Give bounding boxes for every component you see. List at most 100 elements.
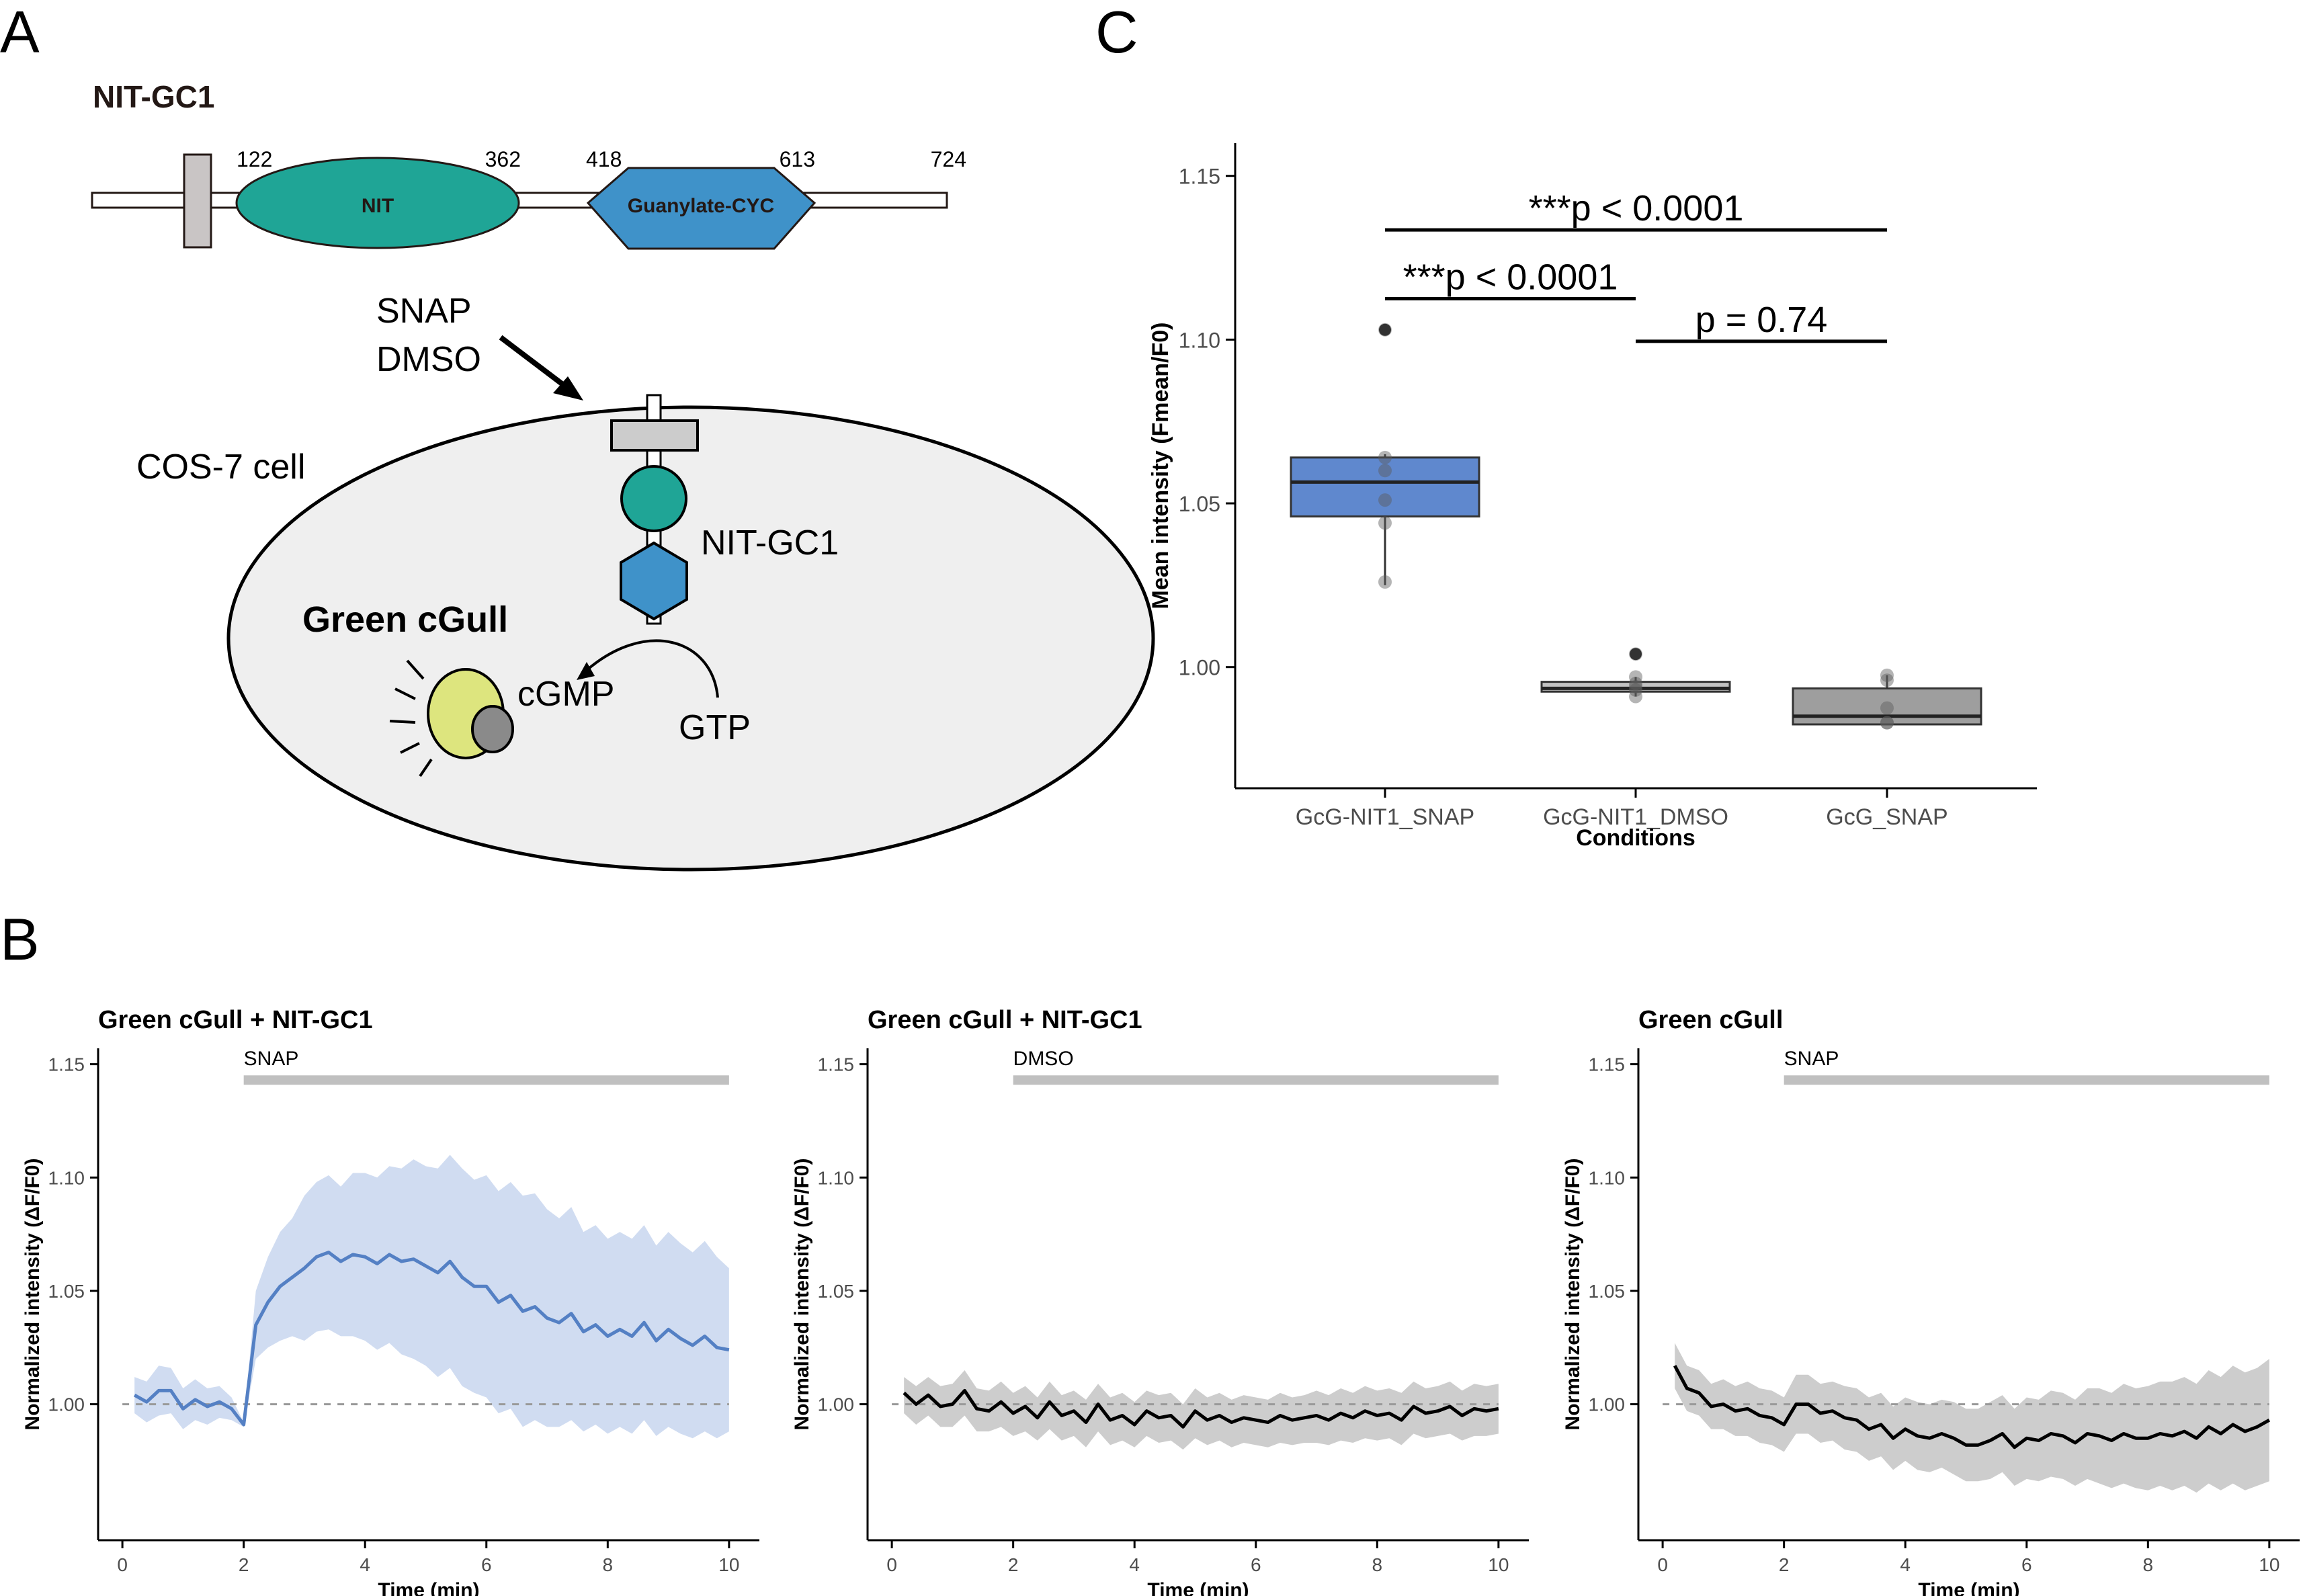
data-point bbox=[1629, 677, 1642, 691]
panel-a-schematic: NIT-GC1 NIT Guanylate-CYC 122 362 418 61… bbox=[91, 79, 1155, 872]
product-label: cGMP bbox=[517, 675, 614, 714]
fluorescence-ray bbox=[389, 720, 416, 724]
y-tick-label: 1.05 bbox=[818, 1281, 855, 1302]
significance-label: p = 0.74 bbox=[1695, 300, 1828, 340]
x-tick-label: GcG_SNAP bbox=[1826, 804, 1948, 830]
residue-number: 122 bbox=[237, 147, 272, 171]
y-tick-label: 1.10 bbox=[1179, 328, 1220, 352]
y-tick-label: 1.10 bbox=[818, 1167, 855, 1188]
treatment-label: SNAP bbox=[1784, 1048, 1839, 1070]
significance-label: ***p < 0.0001 bbox=[1403, 257, 1618, 297]
x-tick-label: 2 bbox=[1008, 1554, 1019, 1575]
treatment-label-snap: SNAP bbox=[376, 292, 472, 331]
data-point bbox=[1378, 493, 1392, 507]
receptor-nit-domain bbox=[620, 465, 687, 532]
x-tick-label: 10 bbox=[2259, 1554, 2279, 1575]
significance-label: ***p < 0.0001 bbox=[1529, 188, 1744, 228]
mean-trace bbox=[903, 1388, 1499, 1429]
data-point bbox=[1378, 516, 1392, 530]
error-band bbox=[904, 1370, 1499, 1450]
y-tick-label: 1.10 bbox=[1589, 1167, 1626, 1188]
x-tick-label: 0 bbox=[886, 1554, 897, 1575]
x-tick-label: 10 bbox=[718, 1554, 739, 1575]
panel-label-c: C bbox=[1095, 0, 1138, 65]
cell-label: COS-7 cell bbox=[136, 448, 305, 487]
x-axis-title: Time (min) bbox=[1147, 1579, 1249, 1596]
x-tick-label: 4 bbox=[360, 1554, 370, 1575]
x-tick-label: 6 bbox=[2021, 1554, 2032, 1575]
treatment-label-dmso: DMSO bbox=[376, 340, 481, 379]
timecourse-chart-1: Green cGull + NIT-GC1 SNAP 1.00 1.05 1.10 1.1… bbox=[22, 1006, 759, 1596]
box-outlier bbox=[1630, 648, 1642, 661]
y-tick-label: 1.15 bbox=[818, 1054, 855, 1075]
transmembrane-domain bbox=[183, 153, 212, 249]
x-tick-label: 6 bbox=[481, 1554, 492, 1575]
membrane-domain bbox=[610, 419, 699, 452]
y-axis-title: Normalized intensity (ΔF/F0) bbox=[791, 1159, 813, 1431]
y-axis-title: Normalized intensity (ΔF/F0) bbox=[22, 1159, 44, 1431]
reaction-arrowhead bbox=[577, 662, 595, 680]
y-tick-label: 1.05 bbox=[48, 1281, 85, 1302]
x-tick-label: 0 bbox=[117, 1554, 128, 1575]
box bbox=[1290, 456, 1480, 518]
x-tick-label: 0 bbox=[1657, 1554, 1668, 1575]
fluorescence-ray bbox=[394, 687, 416, 700]
treatment-arrowhead bbox=[553, 376, 583, 401]
reaction-arrow bbox=[583, 639, 719, 698]
treatment-label: DMSO bbox=[1013, 1048, 1074, 1070]
data-point bbox=[1629, 670, 1642, 684]
data-point bbox=[1880, 716, 1894, 730]
y-tick-label: 1.05 bbox=[1179, 492, 1220, 516]
y-axis-title: Normalized intensity (ΔF/F0) bbox=[1562, 1159, 1584, 1431]
panel-c-boxplot: 1.00 1.05 1.10 1.15 GcG-NIT1_SNAP GcG-NIT1_D… bbox=[1148, 143, 2037, 851]
x-tick-label: 2 bbox=[1779, 1554, 1790, 1575]
y-tick-label: 1.00 bbox=[1179, 656, 1220, 680]
data-point bbox=[1880, 673, 1894, 687]
nit-domain-label: NIT bbox=[362, 195, 394, 217]
substrate-label: GTP bbox=[679, 708, 751, 747]
guanylate-cyclase-label: Guanylate-CYC bbox=[628, 195, 774, 217]
chart-title: Green cGull bbox=[1638, 1006, 1783, 1034]
mean-trace bbox=[133, 1251, 730, 1427]
box-outlier bbox=[1379, 323, 1391, 336]
x-tick-label: 10 bbox=[1488, 1554, 1509, 1575]
chart-title: Green cGull + NIT-GC1 bbox=[98, 1006, 373, 1034]
y-tick-label: 1.10 bbox=[48, 1167, 85, 1188]
y-tick-label: 1.15 bbox=[1589, 1054, 1626, 1075]
x-tick-label: 2 bbox=[239, 1554, 249, 1575]
sensor-cgmp-bound bbox=[471, 705, 514, 753]
panel-label-b: B bbox=[0, 906, 40, 972]
treatment-arrow-shaft bbox=[499, 335, 572, 392]
panel-b-timecourses: Green cGull + NIT-GC1 SNAP 1.00 1.05 1.10 1.1… bbox=[22, 1006, 2300, 1596]
data-point bbox=[1880, 716, 1894, 730]
receptor-cyclase-domain bbox=[620, 541, 688, 621]
data-point bbox=[1629, 679, 1642, 694]
x-axis-title: Conditions bbox=[1576, 825, 1695, 851]
box bbox=[1792, 687, 1982, 726]
nit-domain bbox=[235, 157, 520, 249]
y-tick-label: 1.15 bbox=[1179, 165, 1220, 189]
data-point bbox=[1880, 668, 1894, 682]
x-tick-label: GcG-NIT1_DMSO bbox=[1543, 804, 1728, 830]
receptor-label: NIT-GC1 bbox=[701, 523, 839, 562]
data-point bbox=[1378, 323, 1392, 337]
y-axis-title: Mean intensity (Fmean/F0) bbox=[1148, 323, 1173, 610]
y-tick-label: 1.05 bbox=[1589, 1281, 1626, 1302]
data-point bbox=[1880, 701, 1894, 715]
guanylate-cyclase-domain bbox=[586, 167, 816, 250]
data-point bbox=[1378, 575, 1392, 589]
error-band bbox=[1675, 1343, 2269, 1493]
x-tick-label: 8 bbox=[2143, 1554, 2154, 1575]
timecourse-chart-2: Green cGull + NIT-GC1 DMSO 1.00 1.05 1.10 1.1… bbox=[791, 1006, 1529, 1596]
residue-number: 724 bbox=[931, 147, 966, 171]
data-point bbox=[1378, 450, 1392, 464]
fluorescence-ray bbox=[419, 758, 433, 778]
fluorescence-ray bbox=[400, 742, 420, 754]
fluorescence-ray bbox=[406, 659, 425, 680]
data-point bbox=[1629, 683, 1642, 697]
residue-number: 362 bbox=[485, 147, 521, 171]
y-tick-label: 1.15 bbox=[48, 1054, 85, 1075]
x-tick-label: 6 bbox=[1251, 1554, 1261, 1575]
data-point bbox=[1378, 464, 1392, 478]
